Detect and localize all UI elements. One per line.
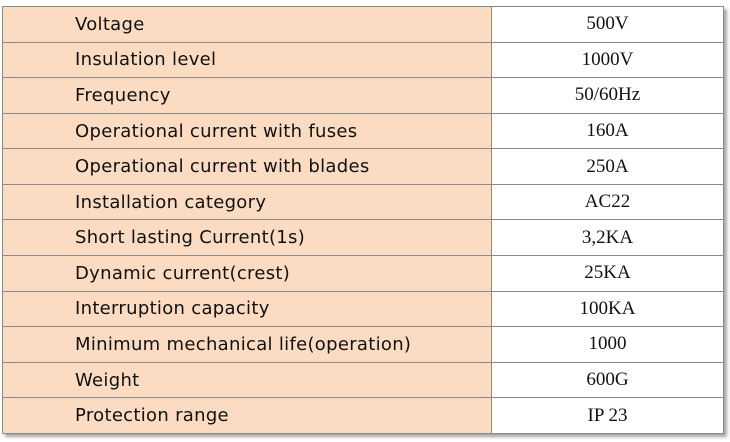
table-row: Operational current with fuses 160A: [2, 112, 724, 150]
spec-label: Operational current with blades: [2, 148, 492, 185]
spec-label: Dynamic current(crest): [2, 255, 492, 292]
table-row: Frequency 50/60Hz: [2, 77, 724, 114]
table-row: Insulation level 1000V: [2, 41, 724, 79]
spec-value: 3,2KA: [491, 219, 724, 257]
spec-label: Interruption capacity: [2, 290, 492, 328]
spec-value: 250A: [491, 148, 724, 185]
spec-value: 600G: [491, 361, 724, 399]
spec-label: Voltage: [2, 6, 492, 43]
spec-value: 1000: [491, 326, 724, 363]
spec-value: 25KA: [491, 255, 724, 292]
table-row: Minimum mechanical life(operation) 1000: [2, 326, 724, 363]
spec-label: Short lasting Current(1s): [2, 219, 492, 257]
table-row: Dynamic current(crest) 25KA: [2, 255, 724, 292]
specifications-table: Voltage 500V Insulation level 1000V Freq…: [2, 6, 724, 434]
spec-label: Insulation level: [2, 41, 492, 79]
table-row: Short lasting Current(1s) 3,2KA: [2, 219, 724, 257]
spec-label: Installation category: [2, 183, 492, 221]
spec-value: AC22: [491, 183, 724, 221]
table-row: Voltage 500V: [2, 6, 724, 43]
spec-value: 50/60Hz: [491, 77, 724, 114]
table-row: Protection range IP 23: [2, 397, 724, 434]
spec-label: Minimum mechanical life(operation): [2, 326, 492, 363]
spec-label: Protection range: [2, 397, 492, 434]
spec-value: 100KA: [491, 290, 724, 328]
specifications-body: Voltage 500V Insulation level 1000V Freq…: [2, 6, 724, 434]
table-row: Weight 600G: [2, 361, 724, 399]
table-row: Installation category AC22: [2, 183, 724, 221]
table-row: Interruption capacity 100KA: [2, 290, 724, 328]
spec-value: 160A: [491, 112, 724, 150]
spec-label: Frequency: [2, 77, 492, 114]
spec-value: 500V: [491, 6, 724, 43]
spec-label: Operational current with fuses: [2, 112, 492, 150]
spec-value: IP 23: [491, 397, 724, 434]
table-row: Operational current with blades 250A: [2, 148, 724, 185]
spec-label: Weight: [2, 361, 492, 399]
spec-value: 1000V: [491, 41, 724, 79]
